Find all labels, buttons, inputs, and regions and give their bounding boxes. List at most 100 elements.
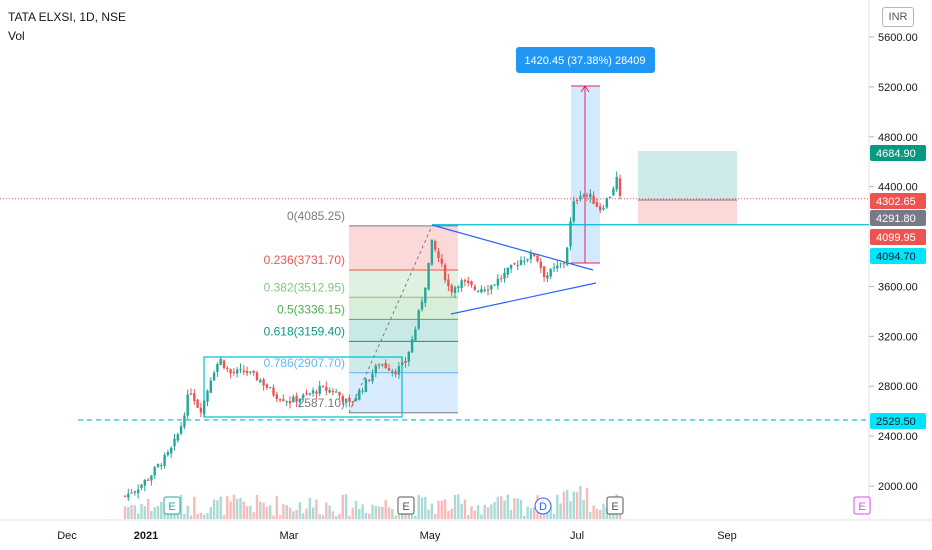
event-letter: E bbox=[611, 501, 618, 513]
candle-body bbox=[368, 379, 371, 381]
volume-bar bbox=[193, 496, 196, 519]
volume-bar bbox=[463, 499, 467, 519]
candle-body bbox=[137, 489, 140, 494]
candle-body bbox=[236, 369, 239, 374]
volume-bar bbox=[259, 501, 262, 519]
candle-body bbox=[229, 369, 232, 374]
candle-body bbox=[331, 390, 335, 393]
candle-body bbox=[239, 368, 242, 370]
candle-body bbox=[579, 196, 582, 200]
candle-body bbox=[292, 396, 295, 403]
volume-bar bbox=[242, 501, 245, 519]
volume-bar bbox=[160, 501, 163, 519]
volume-bar bbox=[575, 492, 579, 519]
volume-bar bbox=[608, 511, 612, 519]
volume-bar bbox=[140, 503, 143, 519]
candle-body bbox=[410, 339, 414, 353]
candle-body bbox=[391, 371, 394, 373]
candle-body bbox=[259, 380, 262, 383]
candle-body bbox=[123, 495, 127, 497]
volume-bar bbox=[354, 501, 358, 519]
candle-body bbox=[252, 370, 255, 373]
candle-body bbox=[133, 491, 137, 493]
x-tick-label: Jul bbox=[570, 530, 584, 542]
candle-body bbox=[315, 391, 318, 394]
volume-bar bbox=[328, 505, 331, 519]
volume-bar bbox=[533, 507, 536, 519]
volume-bar bbox=[437, 500, 440, 519]
earnings-marker bbox=[163, 496, 181, 515]
volume-bar bbox=[430, 503, 434, 519]
candle-body bbox=[509, 264, 513, 269]
volume-bar bbox=[374, 505, 377, 519]
candle-body bbox=[539, 261, 542, 269]
candle-body bbox=[203, 400, 206, 415]
volume-label: Vol bbox=[8, 29, 25, 43]
measure-label-box bbox=[516, 47, 655, 73]
volume-bar bbox=[516, 498, 519, 519]
fib-level-label: 2587.10) bbox=[298, 396, 345, 410]
volume-bar bbox=[361, 504, 364, 519]
volume-bar bbox=[470, 506, 473, 519]
currency-button[interactable]: INR bbox=[882, 7, 914, 27]
volume-bar bbox=[272, 515, 275, 519]
volume-bar bbox=[519, 499, 523, 519]
candle-body bbox=[434, 241, 437, 250]
y-tick-label: 2000.00 bbox=[878, 481, 918, 493]
volume-bar bbox=[176, 511, 179, 519]
candle-body bbox=[575, 200, 579, 202]
candle-body bbox=[269, 387, 272, 389]
volume-bar bbox=[460, 503, 463, 519]
candle-body bbox=[275, 394, 278, 399]
volume-bar bbox=[447, 510, 450, 519]
volume-bar bbox=[245, 506, 249, 519]
y-tick-label: 3200.00 bbox=[878, 331, 918, 343]
candle-body bbox=[160, 465, 163, 467]
x-tick-label: May bbox=[420, 530, 441, 542]
volume-bar bbox=[133, 505, 137, 519]
volume-bar bbox=[123, 506, 127, 519]
price-tag bbox=[870, 413, 926, 429]
volume-bar bbox=[453, 495, 457, 519]
x-tick-label: 2021 bbox=[134, 530, 158, 542]
candle-body bbox=[325, 386, 328, 391]
volume-bar bbox=[618, 514, 622, 519]
volume-bar bbox=[189, 515, 193, 519]
candle-body bbox=[344, 398, 348, 403]
candle-body bbox=[387, 368, 391, 371]
y-tick-label: 3600.00 bbox=[878, 281, 918, 293]
volume-bar bbox=[206, 512, 209, 519]
candle-body bbox=[473, 286, 476, 290]
candle-body bbox=[232, 371, 236, 374]
volume-bar bbox=[236, 498, 239, 519]
volume-bar bbox=[292, 511, 295, 519]
candle-body bbox=[552, 267, 556, 269]
volume-bar bbox=[341, 494, 344, 519]
candle-body bbox=[526, 259, 529, 261]
volume-bar bbox=[542, 514, 546, 519]
volume-bar bbox=[265, 506, 269, 519]
candle-body bbox=[189, 393, 193, 395]
volume-bar bbox=[229, 501, 232, 519]
candle-body bbox=[140, 484, 143, 488]
candle-body bbox=[615, 177, 618, 190]
candles-group bbox=[123, 171, 622, 501]
volume-bar bbox=[572, 491, 575, 519]
volume-bar bbox=[183, 514, 186, 519]
volume-bar bbox=[450, 508, 453, 519]
fib-level-label: 0(4085.25) bbox=[287, 209, 345, 223]
x-tick-label: Sep bbox=[717, 530, 737, 542]
candle-body bbox=[282, 399, 285, 402]
volume-bar bbox=[602, 504, 605, 519]
candle-body bbox=[457, 286, 460, 288]
candle-body bbox=[516, 265, 519, 267]
candle-body bbox=[351, 401, 354, 403]
candle-body bbox=[529, 252, 533, 260]
candle-body bbox=[443, 264, 447, 281]
price-tag-label: 4094.70 bbox=[876, 251, 916, 263]
earnings-marker bbox=[853, 496, 871, 515]
candle-body bbox=[585, 195, 589, 197]
candle-body bbox=[513, 263, 516, 265]
candle-body bbox=[447, 279, 450, 287]
